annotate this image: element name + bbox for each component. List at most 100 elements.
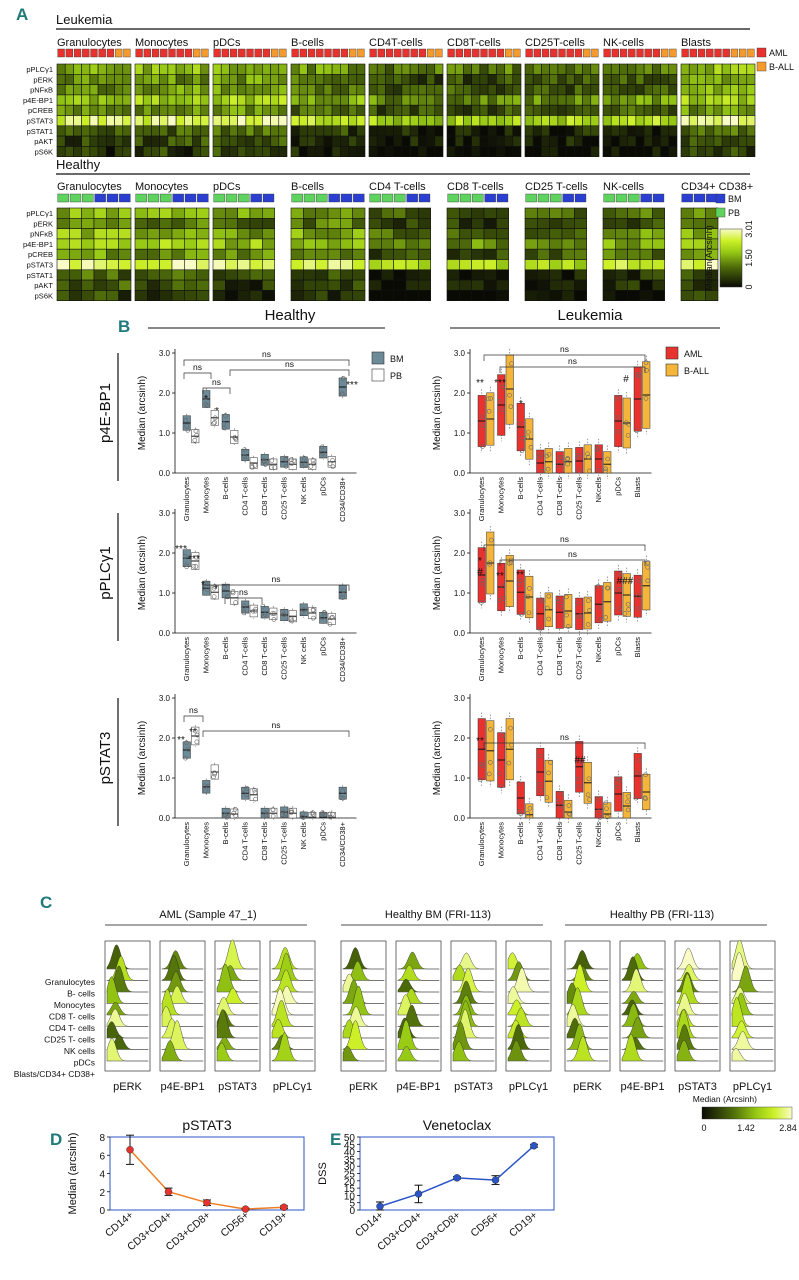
heatmap-cell [196, 248, 210, 260]
histogram-column-label: pPLCγ1 [733, 1081, 772, 1093]
heatmap-cell [368, 228, 382, 240]
heatmap-cell [574, 135, 583, 147]
heatmap-cell [639, 248, 653, 260]
box-point [487, 560, 493, 566]
heatmap-cell [496, 135, 505, 147]
heatmap-cell [549, 115, 559, 127]
heatmap-cell [171, 248, 185, 260]
heatmap-cell [434, 135, 444, 147]
heatmap-cell [348, 146, 358, 157]
heatmap-cell [356, 125, 366, 137]
heatmap-cell [549, 269, 563, 281]
heatmap-cell [73, 146, 82, 157]
box-rect [564, 448, 573, 474]
heatmap-cell [610, 63, 620, 75]
histogram-row-label: CD4 T- cells [49, 1023, 95, 1033]
heatmap-cell [561, 290, 575, 301]
heatmap-cell [582, 104, 592, 116]
heatmap-header-square [106, 48, 115, 58]
heatmap-header-square [69, 193, 82, 203]
heatmap-cell [97, 135, 107, 147]
box-point [263, 813, 269, 818]
heatmap-cell [454, 146, 464, 157]
heatmap-cell [298, 125, 308, 137]
heatmap-cell [697, 146, 706, 157]
box-point [539, 598, 545, 604]
heatmap-cell [401, 146, 411, 157]
heatmap-cell [627, 290, 641, 301]
heatmap-header-square [418, 193, 431, 203]
heatmap-cell [680, 290, 694, 301]
heatmap-cell [315, 248, 329, 260]
heatmap-cell [446, 207, 460, 219]
box-point [183, 418, 189, 423]
heatmap-cell [175, 94, 185, 106]
heatmap-cell [459, 248, 472, 260]
box-point [643, 772, 648, 778]
heatmap-cell [512, 146, 522, 157]
heatmap-cell [323, 125, 333, 137]
heatmap-cell [459, 218, 472, 229]
y-tick-label: 0 [349, 1206, 355, 1217]
heatmap-cell [471, 125, 481, 137]
box-point [544, 795, 550, 800]
heatmap-cell [524, 228, 538, 240]
heatmap-cell [471, 279, 485, 291]
heatmap-cell [738, 135, 748, 147]
box-rect [544, 448, 553, 474]
heatmap-cell [93, 269, 107, 281]
heatmap-cell [114, 104, 124, 116]
box-point [575, 452, 581, 458]
heatmap-cell [652, 115, 661, 127]
heatmap-cell [159, 228, 173, 240]
heatmap-cell [471, 238, 485, 250]
box-point [308, 464, 314, 469]
heatmap-cell [278, 146, 288, 157]
heatmap-header-square [574, 193, 587, 203]
heatmap-cell [262, 63, 271, 75]
heatmap-cell [159, 125, 169, 137]
heatmap-cell [746, 74, 756, 85]
heatmap-cell [225, 218, 238, 229]
box-point [636, 578, 642, 584]
heatmap-cell [171, 279, 185, 291]
heatmap-cell [106, 146, 115, 157]
box-point [643, 360, 649, 365]
panel-b-healthy-title: Healthy [265, 307, 316, 324]
line-point [203, 1198, 211, 1207]
heatmap-cell [393, 218, 407, 229]
heatmap-cell [270, 104, 280, 116]
heatmap-cell [496, 84, 505, 96]
box-point [546, 593, 552, 599]
box-point [202, 783, 208, 789]
heatmap-cell [409, 125, 419, 137]
heatmap-cell [93, 207, 107, 219]
heatmap-cell [356, 84, 366, 96]
heatmap-cell [253, 125, 263, 137]
heatmap-cell [64, 63, 74, 75]
heatmap-header-square [385, 48, 394, 58]
heatmap-header-square [636, 48, 644, 58]
x-tick-label: CD8 T-cells [260, 477, 269, 516]
box-point [191, 563, 197, 569]
heatmap-cell [532, 63, 542, 75]
heatmap-header-square [550, 193, 562, 203]
heatmap-cell [574, 63, 583, 75]
box-point [645, 565, 651, 570]
heatmap-cell [200, 84, 210, 96]
significance-star: ## [574, 755, 586, 766]
heatmap-header-square [447, 48, 455, 58]
heatmap-cell [323, 146, 333, 157]
box-point [289, 618, 295, 624]
colorbar-tick: 0 [701, 1123, 706, 1133]
y-tick-label: 3.0 [159, 694, 171, 703]
box-point [617, 606, 623, 612]
heatmap-cell [212, 238, 226, 250]
heatmap-cell [381, 259, 394, 271]
heatmap-cell [426, 104, 436, 116]
box-point [595, 446, 600, 451]
x-tick-label: Monocytes [202, 477, 211, 514]
x-tick-label: pDCs [319, 822, 328, 841]
heatmap-header-square [652, 193, 665, 203]
heatmap-cell [524, 238, 538, 250]
